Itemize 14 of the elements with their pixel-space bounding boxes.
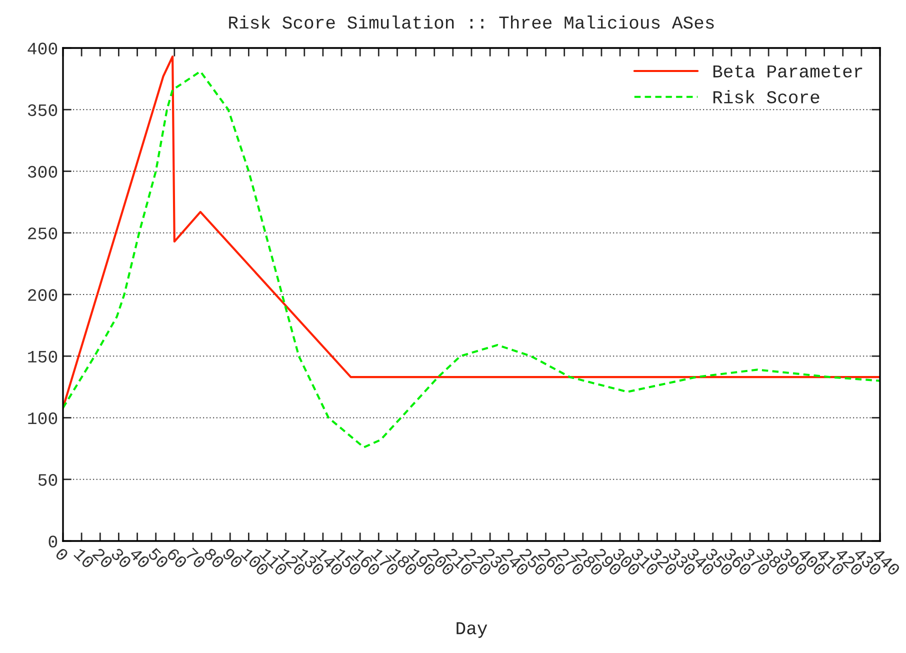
chart-title: Risk Score Simulation :: Three Malicious ASes <box>229 15 714 29</box>
x-axis-title: Day <box>456 622 488 638</box>
y-tick-label: 150 <box>28 350 58 363</box>
y-tick-label: 100 <box>28 412 58 424</box>
legend-label: Risk Score <box>713 90 820 104</box>
y-tick-label: 300 <box>28 166 58 178</box>
y-tick-label: 350 <box>28 104 58 116</box>
y-tick-label: 0 <box>48 536 58 548</box>
y-tick-label: 400 <box>28 42 58 54</box>
y-tick-label: 200 <box>28 289 58 301</box>
x-tick-label: 0 <box>54 547 69 562</box>
y-tick-label: 50 <box>38 474 58 486</box>
y-tick-label: 250 <box>28 228 58 240</box>
legend-label: Beta Parameter <box>713 65 862 78</box>
